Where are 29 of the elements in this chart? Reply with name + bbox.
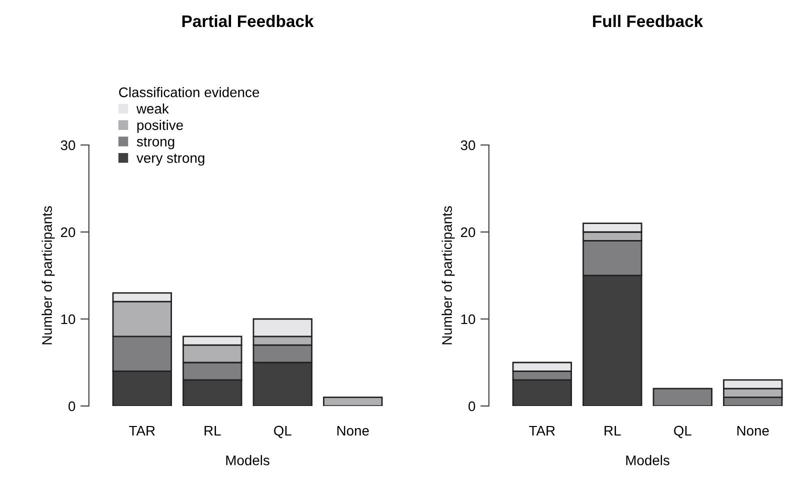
x-tick-label: None <box>337 426 369 436</box>
legend-title: Classification evidence <box>119 87 260 98</box>
x-axis-title: Models <box>626 455 670 466</box>
x-axis-title: Models <box>226 455 270 466</box>
legend-label: strong <box>136 137 174 150</box>
y-tick-label: 0 <box>468 401 476 412</box>
y-tick-label: 20 <box>460 227 476 238</box>
x-tick-label: QL <box>274 426 292 438</box>
y-tick-label: 10 <box>461 314 476 324</box>
x-tick-label: None <box>737 426 769 436</box>
x-tick-label: RL <box>204 426 221 436</box>
y-axis-title: Number of participants <box>442 206 455 344</box>
legend-label: positive <box>137 120 183 133</box>
x-tick-label: TAR <box>529 426 555 436</box>
bar <box>652 388 712 406</box>
y-axis-title: Number of participants <box>42 206 55 344</box>
y-tick-label: 30 <box>60 140 76 150</box>
y-tick-label: 30 <box>460 140 476 150</box>
y-tick-label: 0 <box>68 401 76 412</box>
bar <box>323 396 383 406</box>
x-tick-label: TAR <box>129 426 155 436</box>
chart-title: Partial Feedback <box>182 14 314 28</box>
y-tick-label: 20 <box>60 227 76 238</box>
x-tick-label: QL <box>674 426 692 438</box>
x-tick-label: RL <box>604 426 621 436</box>
legend-label: weak <box>136 103 169 114</box>
legend-label: very strong <box>136 154 204 166</box>
y-tick-label: 10 <box>61 314 76 324</box>
chart-title: Full Feedback <box>593 14 704 28</box>
